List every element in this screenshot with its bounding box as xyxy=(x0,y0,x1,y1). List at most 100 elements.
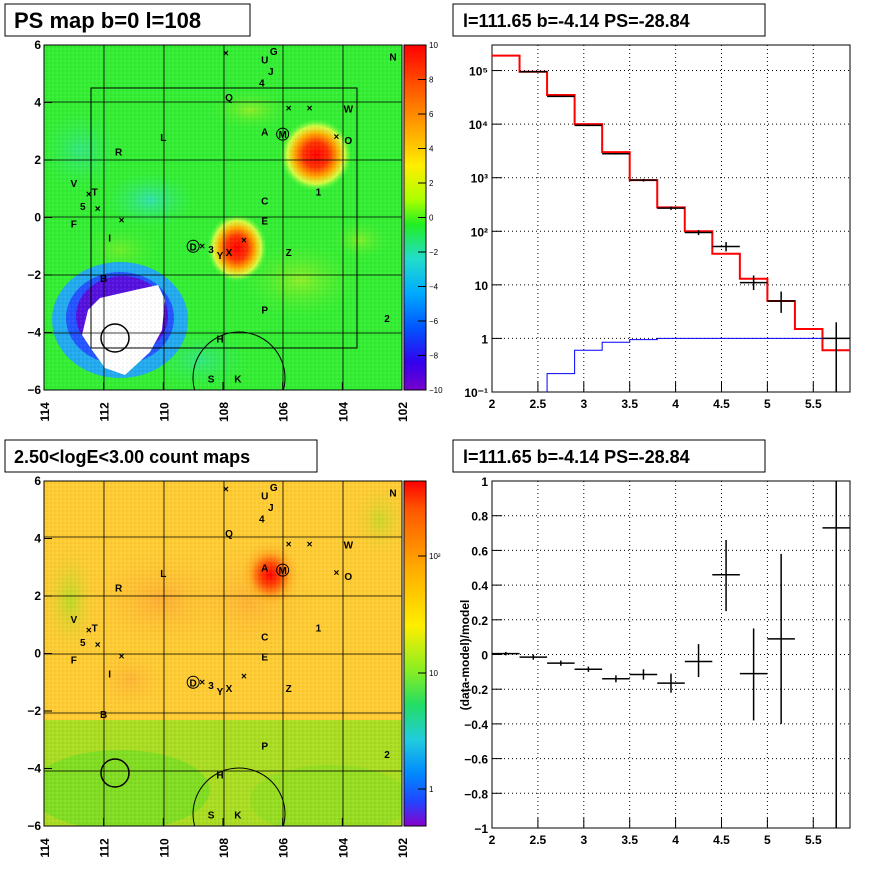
count-map-grid xyxy=(44,481,402,826)
source-label: 5 xyxy=(80,638,86,649)
source-cross-marker: × xyxy=(307,103,313,114)
y-tick-label: 4 xyxy=(34,96,41,110)
source-cross-marker: × xyxy=(119,651,125,662)
colorbar-tick-label: 1 xyxy=(429,785,434,794)
source-label: S xyxy=(208,811,215,822)
y-tick-label: 0.4 xyxy=(471,579,488,593)
colorbar-tick-label: 10 xyxy=(429,669,438,678)
x-tick-label: 102 xyxy=(396,402,410,422)
source-label: V xyxy=(70,615,77,626)
source-label: J xyxy=(268,503,274,514)
x-tick-label: 2 xyxy=(489,833,496,847)
source-label: F xyxy=(71,655,77,666)
source-label: P xyxy=(261,742,268,753)
y-tick-label: 10⁴ xyxy=(469,118,488,132)
source-label: B xyxy=(100,274,107,285)
x-tick-label: 114 xyxy=(38,838,52,858)
source-label: M xyxy=(278,130,286,141)
source-label: 2 xyxy=(384,314,390,325)
source-label: O xyxy=(344,136,352,147)
source-label: L xyxy=(160,133,166,144)
source-label: T xyxy=(92,188,98,199)
source-label: S xyxy=(208,375,215,386)
residual-y-axis-title: (data-model)/model xyxy=(458,600,472,711)
residual-grid xyxy=(492,481,850,828)
source-label: A xyxy=(261,127,268,138)
source-cross-marker: × xyxy=(95,640,101,651)
ps-map-x-axis: 114 112 110 108 106 104 102 xyxy=(38,382,410,422)
source-label: N xyxy=(389,489,396,500)
source-cross-marker: × xyxy=(286,103,292,114)
x-tick-label: 110 xyxy=(157,402,171,422)
count-map-colorbar xyxy=(404,481,426,826)
count-map-title: 2.50<logE<3.00 count maps xyxy=(14,447,250,467)
colorbar-tick-label: 6 xyxy=(429,110,434,119)
colorbar-tick-label: 4 xyxy=(429,145,434,154)
count-map-title-box xyxy=(4,439,318,473)
source-cross-marker: × xyxy=(241,672,247,683)
source-label: 3 xyxy=(208,245,214,256)
source-cross-marker: × xyxy=(307,539,313,550)
y-tick-label: −0.6 xyxy=(464,753,488,767)
source-label: A xyxy=(261,563,268,574)
x-tick-label: 104 xyxy=(336,402,350,422)
source-circle-marker xyxy=(186,675,200,689)
source-label: H xyxy=(216,770,223,781)
y-tick-label: 10⁵ xyxy=(469,65,488,79)
x-tick-label: 3.5 xyxy=(621,397,638,411)
y-tick-label: −4 xyxy=(27,326,41,340)
y-tick-label: 1 xyxy=(481,475,488,489)
x-tick-label: 106 xyxy=(277,402,291,422)
source-cross-marker: × xyxy=(223,485,229,496)
source-label: X xyxy=(226,684,233,695)
y-tick-label: −2 xyxy=(27,268,41,282)
x-tick-label: 3.5 xyxy=(621,833,638,847)
source-label: R xyxy=(115,583,123,594)
source-label: L xyxy=(160,569,166,580)
x-tick-label: 2 xyxy=(489,397,496,411)
source-label: R xyxy=(115,147,123,158)
spectrum-x-axis: 2 2.5 3 3.5 4 4.5 5 5.5 xyxy=(489,382,822,411)
x-tick-label: 106 xyxy=(277,838,291,858)
source-label: W xyxy=(344,540,354,551)
y-tick-label: 0.8 xyxy=(471,510,488,524)
source-label: P xyxy=(261,306,268,317)
source-label: J xyxy=(268,67,274,78)
source-label: I xyxy=(108,670,111,681)
y-tick-label: −0.8 xyxy=(464,787,488,801)
source-cross-marker: × xyxy=(333,132,339,143)
y-tick-label: 10⁻¹ xyxy=(464,386,488,400)
source-label: F xyxy=(71,219,77,230)
residual-points xyxy=(492,481,850,828)
y-tick-label: 1 xyxy=(481,332,488,346)
source-label: N xyxy=(389,53,396,64)
source-label: Q xyxy=(225,529,233,540)
y-tick-label: −0.2 xyxy=(464,683,488,697)
x-tick-label: 5.5 xyxy=(805,397,822,411)
y-tick-label: 4 xyxy=(34,532,41,546)
x-tick-label: 5 xyxy=(764,833,771,847)
x-tick-label: 112 xyxy=(98,402,112,422)
x-tick-label: 3 xyxy=(580,833,587,847)
source-label: Z xyxy=(286,684,292,695)
source-label: Y xyxy=(217,687,224,698)
colorbar-tick-label: 10 xyxy=(429,41,438,50)
source-label: D xyxy=(190,678,197,689)
source-label: O xyxy=(344,572,352,583)
count-map-y-axis: 6 4 2 0 −2 −4 −6 xyxy=(27,474,52,833)
y-tick-label: −4 xyxy=(27,762,41,776)
spectrum-title: l=111.65 b=-4.14 PS=-28.84 xyxy=(463,11,690,31)
spectrum-panel: l=111.65 b=-4.14 PS=-28.84 2 2.5 3 3.5 4 4.5 5… xyxy=(452,3,851,411)
source-circle-marker xyxy=(276,127,290,141)
x-tick-label: 5 xyxy=(764,397,771,411)
x-tick-label: 5.5 xyxy=(805,833,822,847)
source-label: B xyxy=(100,710,107,721)
source-label: V xyxy=(70,179,77,190)
spectrum-grid xyxy=(492,45,850,392)
ps-map-title: PS map b=0 l=108 xyxy=(14,8,201,33)
y-tick-label: 2 xyxy=(34,153,41,167)
colorbar-tick-label: −2 xyxy=(429,248,439,257)
